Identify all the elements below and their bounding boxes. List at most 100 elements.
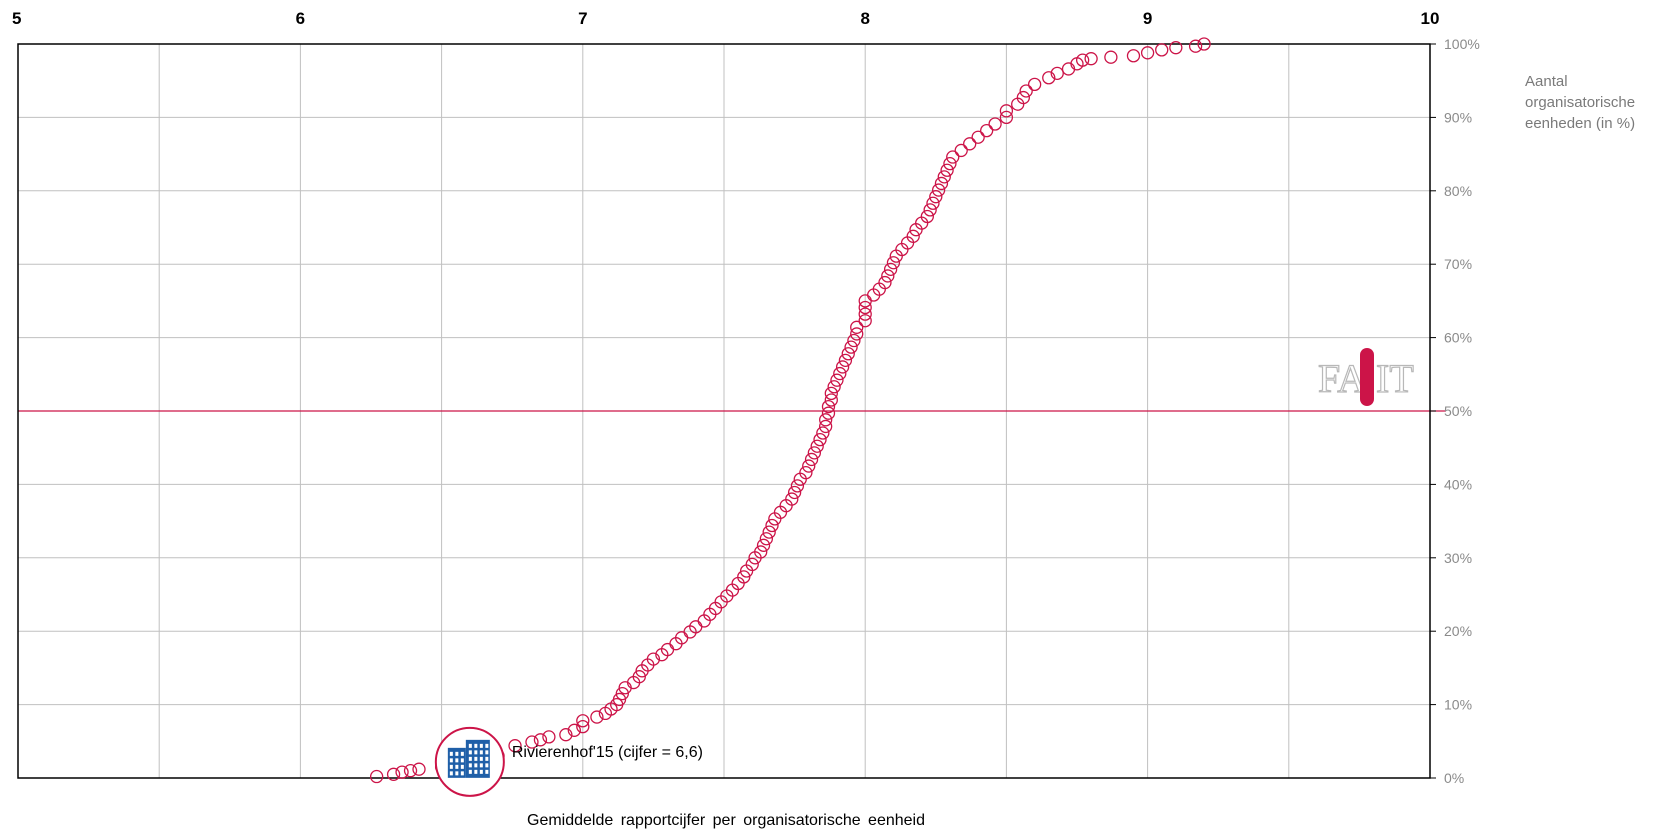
building-window [468,756,472,761]
x-axis-ticks: 5 6 7 8 9 10 [12,9,1439,28]
logo-letters-it: IT [1376,356,1414,401]
data-point [1140,46,1155,60]
building-window [460,758,464,763]
building-window [479,750,483,755]
building-window [468,769,472,774]
data-point [403,764,418,778]
building-window [479,743,483,748]
data-point [802,459,816,473]
data-points [369,37,1211,784]
data-point [576,714,590,728]
data-point [906,229,920,243]
y-axis-label-line-2: organisatorische [1525,94,1635,111]
building-window [474,756,478,761]
data-point [929,190,943,204]
building-window [449,764,453,769]
data-point [1061,62,1076,76]
y-tick-label: 20% [1444,623,1472,639]
data-point [386,767,401,781]
x-tick-label: 6 [296,9,305,28]
data-point [590,710,604,724]
y-axis-ticks: 0% 10% 20% 30% 40% 50% 60% 70% 80% 90% 100% [1430,36,1480,786]
y-tick-label: 40% [1444,476,1472,492]
data-point [745,557,759,572]
data-point [632,670,646,684]
data-point [1050,66,1064,81]
logo-letters-fa: FA [1318,356,1366,401]
highlight-marker: Rivierenhof'15 (cijfer = 6,6) [434,726,703,797]
data-point [1084,52,1098,66]
y-tick-label: 90% [1444,109,1472,125]
data-point [412,762,426,776]
data-point [1169,41,1183,55]
data-point [799,466,813,480]
data-point [813,432,827,447]
building-window [474,763,478,768]
data-point [830,373,844,387]
data-point [923,203,937,217]
data-point [824,393,838,407]
data-point [858,307,872,321]
data-point [999,110,1014,125]
data-point [886,256,901,270]
data-point [850,320,864,334]
data-point [1019,84,1033,98]
data-point [841,347,855,361]
y-tick-label: 0% [1444,770,1464,786]
data-point [785,492,799,506]
building-window [479,769,483,774]
data-point [759,532,774,546]
y-tick-label: 10% [1444,697,1472,713]
data-point [954,143,968,158]
data-point [937,170,951,184]
data-point [787,485,802,500]
building-window [455,764,459,769]
building-window [455,771,459,776]
data-point [1197,37,1211,51]
building-window [449,758,453,763]
data-point [833,366,847,381]
building-window [485,756,489,761]
data-point [807,446,822,460]
y-tick-label: 30% [1444,550,1472,566]
building-window [460,751,464,756]
data-point [943,156,957,171]
data-point [999,104,1014,118]
data-point [847,333,861,348]
data-point [1155,43,1169,57]
data-point [790,479,805,493]
data-point [1104,50,1118,64]
data-point [576,719,590,734]
data-point [819,419,833,434]
y-tick-label: 60% [1444,330,1472,346]
data-point [858,314,872,328]
data-point [567,723,581,737]
grid [18,44,1430,778]
x-tick-label: 5 [12,9,21,28]
data-point [542,730,556,744]
data-point [988,117,1002,131]
y-tick-label: 100% [1444,36,1480,52]
data-point [835,360,850,374]
y-tick-label: 80% [1444,183,1472,199]
data-point [1188,39,1203,53]
data-point [646,652,661,666]
data-point [979,123,994,138]
data-point [737,570,751,584]
building-icon [447,739,490,778]
data-point [850,327,864,341]
data-point [821,406,836,420]
data-point [1126,49,1141,63]
data-point [369,769,384,784]
data-point [804,452,819,467]
data-point [881,269,895,283]
data-point [1027,77,1042,92]
facit-logo: FA IT [1314,348,1414,406]
y-tick-label: 70% [1444,256,1472,272]
data-point [816,426,830,440]
building-window [449,771,453,776]
x-tick-label: 10 [1421,9,1440,28]
data-point [615,686,629,701]
y-axis-label-line-1: Aantal [1525,73,1568,90]
